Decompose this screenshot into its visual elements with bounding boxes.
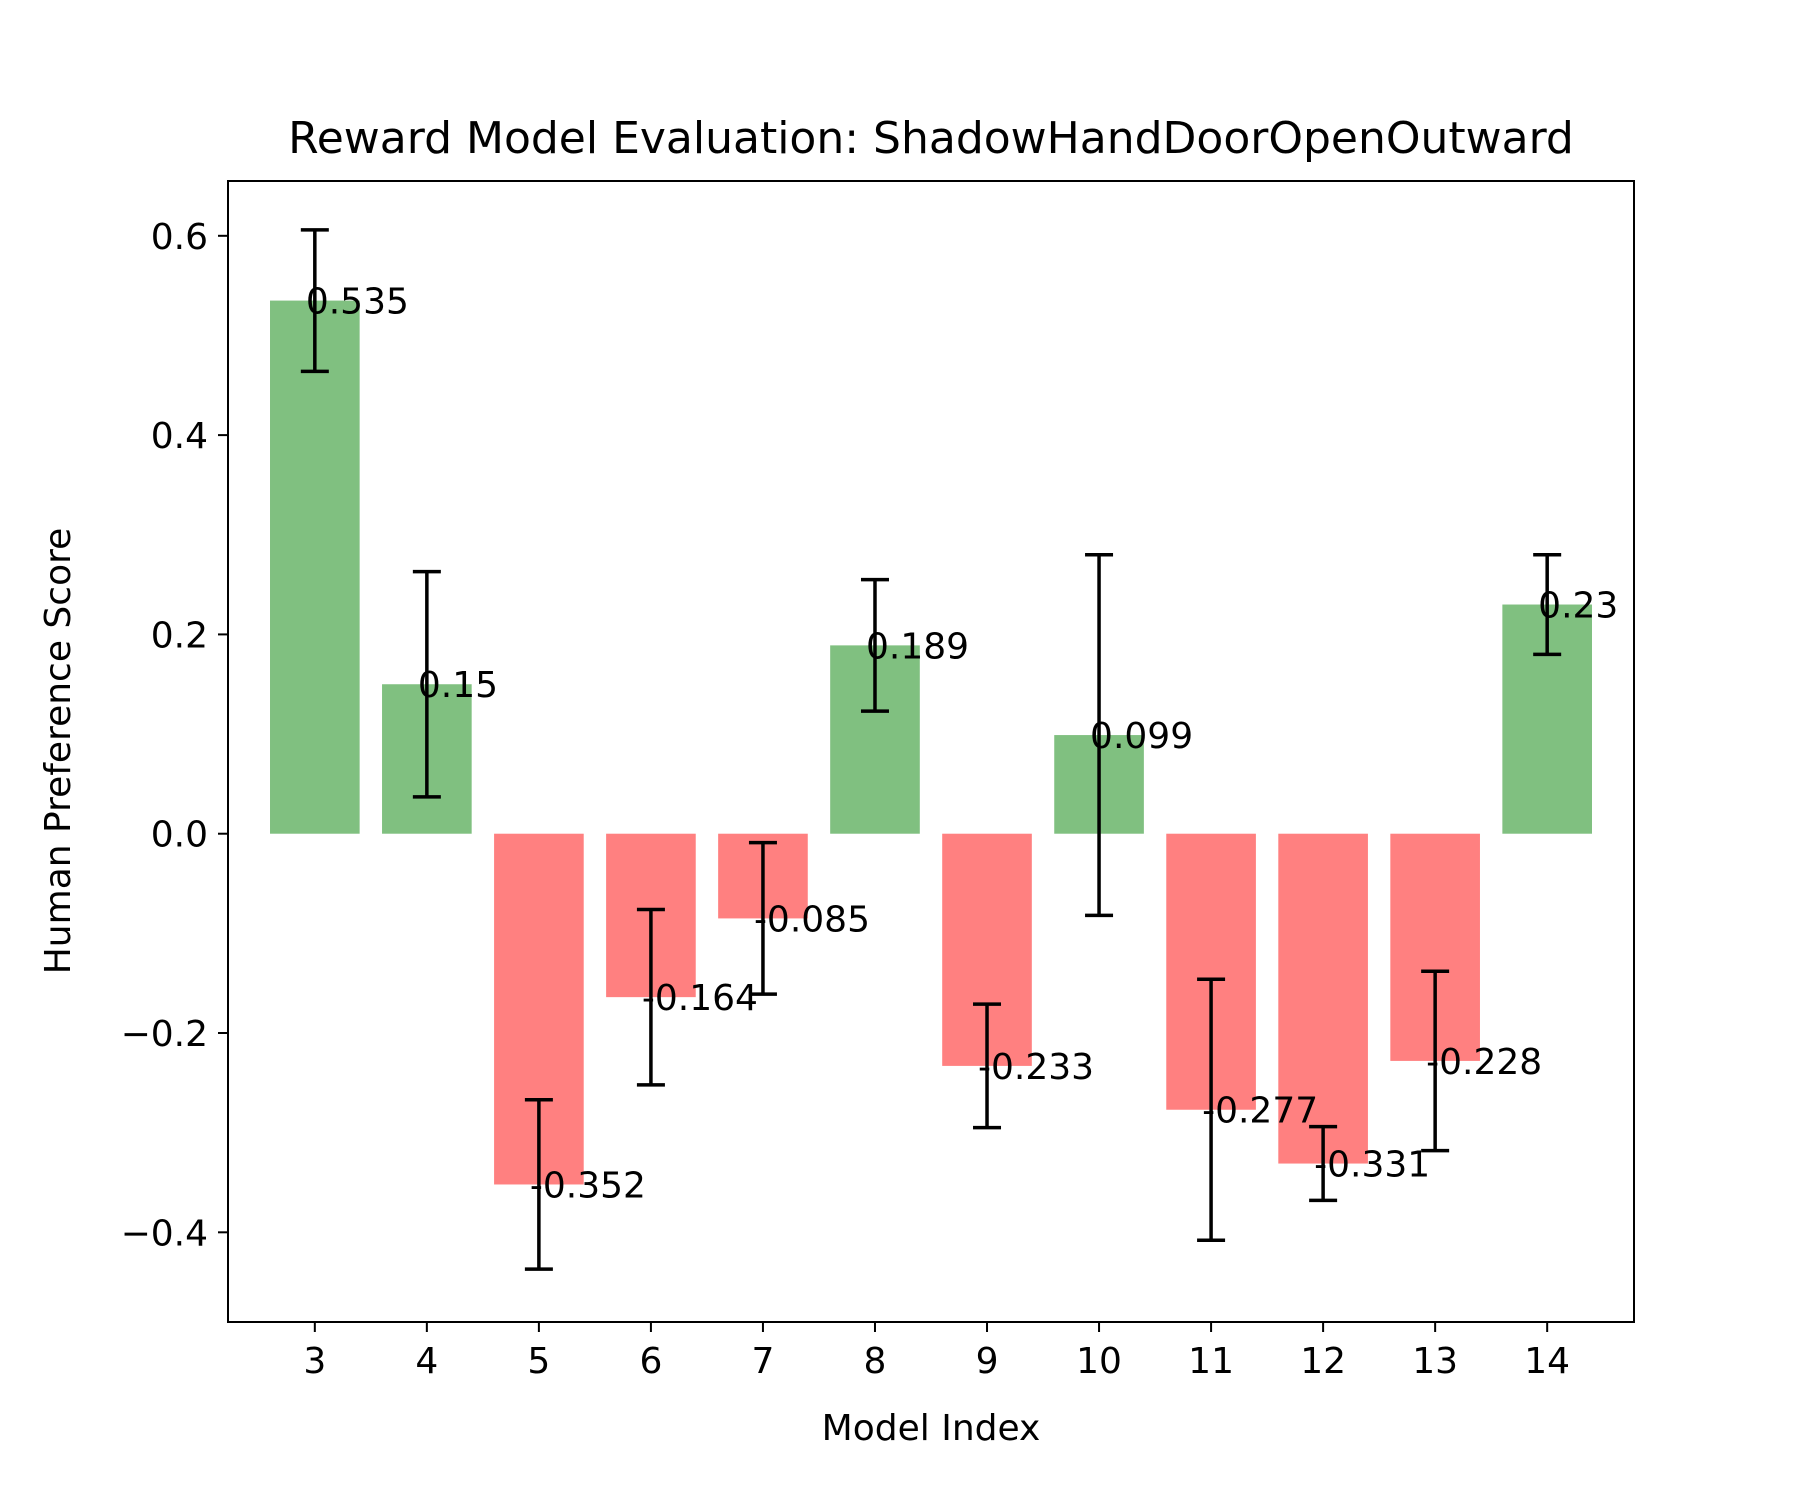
x-tick-label: 11 — [1188, 1341, 1234, 1382]
x-tick-label: 6 — [639, 1341, 662, 1382]
x-tick-label: 4 — [415, 1341, 438, 1382]
value-label-8: 0.189 — [866, 626, 969, 667]
x-tick-label: 9 — [976, 1341, 999, 1382]
value-label-14: 0.23 — [1538, 586, 1618, 627]
y-tick-label: 0.6 — [151, 217, 208, 258]
x-tick-label: 5 — [527, 1341, 550, 1382]
x-tick-label: 8 — [864, 1341, 887, 1382]
value-label-12: -0.331 — [1314, 1145, 1430, 1186]
y-tick-label: −0.4 — [121, 1213, 208, 1254]
x-tick-label: 7 — [751, 1341, 774, 1382]
value-label-10: 0.099 — [1090, 716, 1193, 757]
x-tick-label: 14 — [1524, 1341, 1570, 1382]
y-tick-label: −0.2 — [121, 1014, 208, 1055]
bar-12 — [1278, 833, 1368, 1164]
chart-title: Reward Model Evaluation: ShadowHandDoorO… — [288, 113, 1574, 164]
value-label-9: -0.233 — [978, 1047, 1094, 1088]
value-label-13: -0.228 — [1426, 1042, 1542, 1083]
x-tick-label: 3 — [303, 1341, 326, 1382]
x-tick-label: 10 — [1076, 1341, 1122, 1382]
bar-3 — [270, 300, 360, 834]
y-tick-label: 0.4 — [151, 416, 208, 457]
x-tick-label: 13 — [1412, 1341, 1458, 1382]
value-label-5: -0.352 — [530, 1165, 646, 1206]
y-tick-label: 0.2 — [151, 615, 208, 656]
y-tick-label: 0.0 — [151, 815, 208, 856]
value-label-6: -0.164 — [642, 978, 758, 1019]
value-label-7: -0.085 — [754, 899, 870, 940]
value-label-11: -0.277 — [1202, 1091, 1318, 1132]
y-axis-label: Human Preference Score — [38, 528, 79, 975]
plot-frame — [227, 180, 1635, 1323]
value-label-4: 0.15 — [418, 665, 498, 706]
x-axis-label: Model Index — [822, 1408, 1041, 1449]
x-tick-label: 12 — [1300, 1341, 1346, 1382]
plot-area: 0.535 0.15 -0.352 -0.164 -0.085 0.189 -0.233 0.… — [121, 180, 1635, 1382]
value-label-3: 0.535 — [306, 282, 409, 323]
